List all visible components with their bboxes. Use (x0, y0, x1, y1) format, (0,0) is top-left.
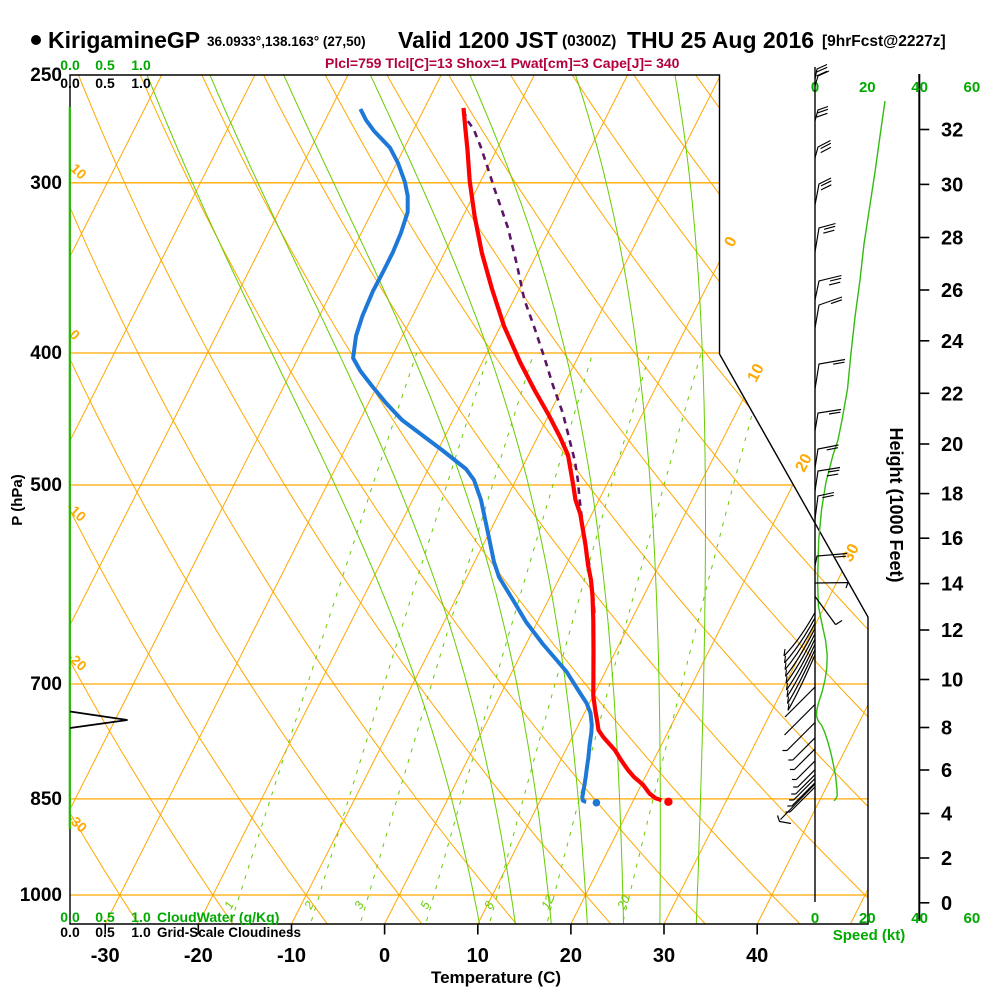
svg-text:30: 30 (840, 541, 863, 565)
svg-text:0.0: 0.0 (60, 57, 80, 73)
svg-text:0.5: 0.5 (95, 924, 115, 940)
svg-text:0.0: 0.0 (60, 75, 80, 91)
svg-text:-20: -20 (184, 945, 213, 967)
svg-text:22: 22 (941, 383, 963, 405)
svg-text:2: 2 (941, 848, 952, 870)
svg-text:40: 40 (911, 79, 928, 96)
svg-text:1.0: 1.0 (131, 75, 151, 91)
svg-text:60: 60 (964, 910, 981, 927)
svg-text:6: 6 (941, 760, 952, 782)
svg-text:20: 20 (941, 434, 963, 456)
svg-text:0: 0 (811, 910, 819, 927)
svg-text:700: 700 (30, 674, 62, 695)
svg-text:Grid-Scale Cloudiness: Grid-Scale Cloudiness (157, 925, 301, 940)
svg-text:12: 12 (941, 620, 963, 642)
svg-text:40: 40 (746, 945, 768, 967)
svg-text:26: 26 (941, 280, 963, 302)
svg-text:20: 20 (859, 910, 876, 927)
svg-text:0: 0 (941, 893, 952, 915)
svg-text:0.0: 0.0 (60, 909, 80, 925)
svg-text:20: 20 (793, 451, 816, 475)
svg-text:18: 18 (941, 484, 963, 506)
svg-text:10: 10 (745, 361, 768, 385)
svg-text:[9hrFcst@2227z]: [9hrFcst@2227z] (822, 33, 946, 50)
svg-text:20: 20 (859, 79, 876, 96)
svg-text:P (hPa): P (hPa) (9, 474, 26, 525)
svg-text:30: 30 (653, 945, 675, 967)
svg-text:0.0: 0.0 (60, 924, 80, 940)
svg-text:1000: 1000 (20, 885, 62, 906)
svg-text:16: 16 (941, 528, 963, 550)
svg-text:30: 30 (941, 174, 963, 196)
svg-text:12: 12 (538, 893, 557, 912)
svg-text:0.5: 0.5 (95, 75, 115, 91)
svg-text:32: 32 (941, 120, 963, 142)
svg-text:Temperature (C): Temperature (C) (431, 968, 561, 987)
svg-text:28: 28 (941, 228, 963, 250)
svg-text:Speed (kt): Speed (kt) (833, 927, 906, 944)
svg-text:400: 400 (30, 343, 62, 364)
svg-text:300: 300 (30, 173, 62, 194)
svg-text:Plcl=759 Tlcl[C]=13 Shox=1 Pwa: Plcl=759 Tlcl[C]=13 Shox=1 Pwat[cm]=3 Ca… (325, 55, 680, 71)
svg-text:10: 10 (941, 670, 963, 692)
svg-text:40: 40 (911, 910, 928, 927)
svg-text:8: 8 (941, 718, 952, 740)
svg-text:14: 14 (941, 574, 964, 596)
svg-text:850: 850 (30, 789, 62, 810)
svg-text:(0300Z): (0300Z) (562, 33, 616, 50)
svg-text:4: 4 (941, 804, 953, 826)
svg-text:20: 20 (560, 945, 582, 967)
svg-text:KirigamineGP: KirigamineGP (48, 27, 200, 53)
svg-text:0: 0 (379, 945, 390, 967)
svg-text:1.0: 1.0 (131, 924, 151, 940)
svg-text:36.0933°,138.163° (27,50): 36.0933°,138.163° (27,50) (207, 34, 366, 49)
svg-text:10: 10 (467, 945, 489, 967)
svg-text:0.5: 0.5 (95, 909, 115, 925)
svg-text:1.0: 1.0 (131, 57, 151, 73)
svg-text:250: 250 (30, 65, 62, 86)
svg-text:1.0: 1.0 (131, 909, 151, 925)
svg-text:-30: -30 (91, 945, 120, 967)
svg-text:CloudWater (g/Kg): CloudWater (g/Kg) (157, 909, 279, 925)
svg-text:24: 24 (941, 331, 964, 353)
svg-text:60: 60 (964, 79, 981, 96)
svg-text:500: 500 (30, 475, 62, 496)
svg-text:-10: -10 (277, 945, 306, 967)
svg-text:Height (1000 Feet): Height (1000 Feet) (886, 427, 906, 582)
svg-text:0.5: 0.5 (95, 57, 115, 73)
svg-text:THU 25 Aug 2016: THU 25 Aug 2016 (627, 27, 814, 53)
svg-text:20: 20 (614, 893, 633, 913)
svg-text:Valid 1200 JST: Valid 1200 JST (398, 27, 558, 53)
